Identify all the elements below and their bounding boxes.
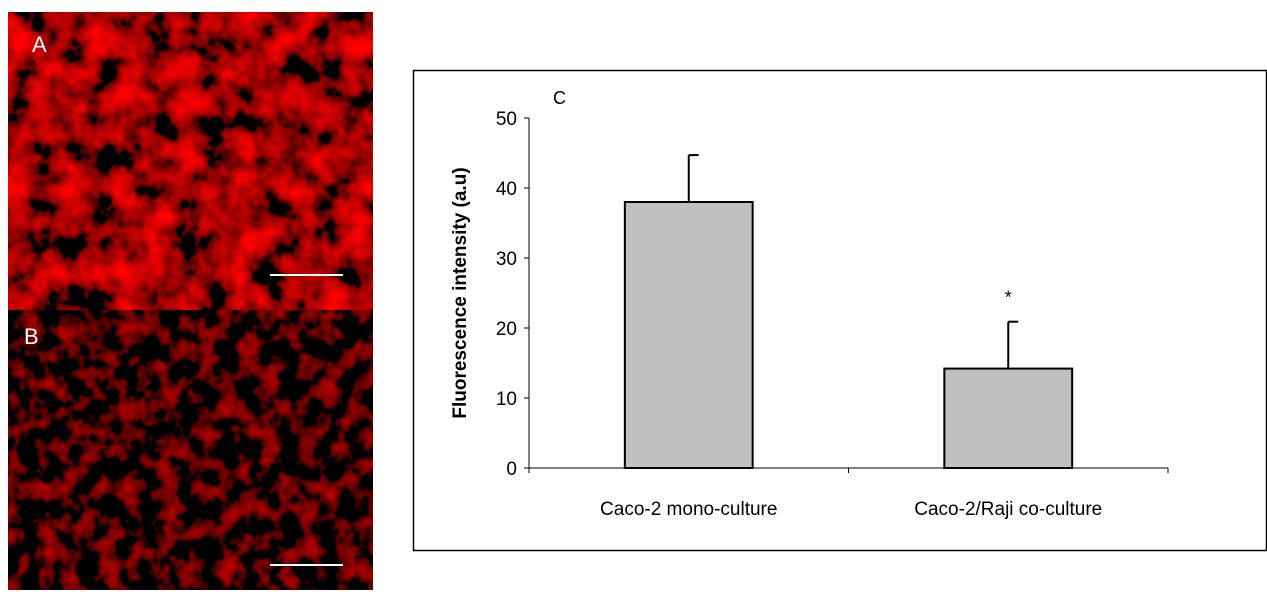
x-tick-label: Caco-2 mono-culture	[600, 499, 777, 520]
page: A B C Fluorescence intensity (a.u) 0 10 20…	[0, 0, 1267, 595]
figure: A B C Fluorescence intensity (a.u) 0 10 20…	[0, 0, 1267, 590]
image-b	[8, 310, 373, 590]
y-tick-label: 40	[496, 179, 517, 200]
bar	[944, 369, 1072, 468]
y-tick-label: 20	[496, 319, 517, 340]
image-a	[8, 12, 373, 310]
y-tick-label: 50	[496, 109, 517, 130]
x-tick-label: Caco-2/Raji co-culture	[914, 499, 1102, 520]
panel-label: C	[553, 88, 566, 108]
y-tick-label: 0	[506, 459, 517, 480]
annotation: *	[1005, 288, 1012, 308]
y-tick-label: 30	[496, 249, 517, 270]
y-axis-label: Fluorescence intensity (a.u)	[450, 167, 471, 418]
panel-label: B	[24, 324, 39, 349]
bar	[625, 202, 753, 468]
panel-label: A	[32, 32, 47, 57]
chart-frame	[414, 71, 1267, 551]
y-tick-label: 10	[496, 389, 517, 410]
